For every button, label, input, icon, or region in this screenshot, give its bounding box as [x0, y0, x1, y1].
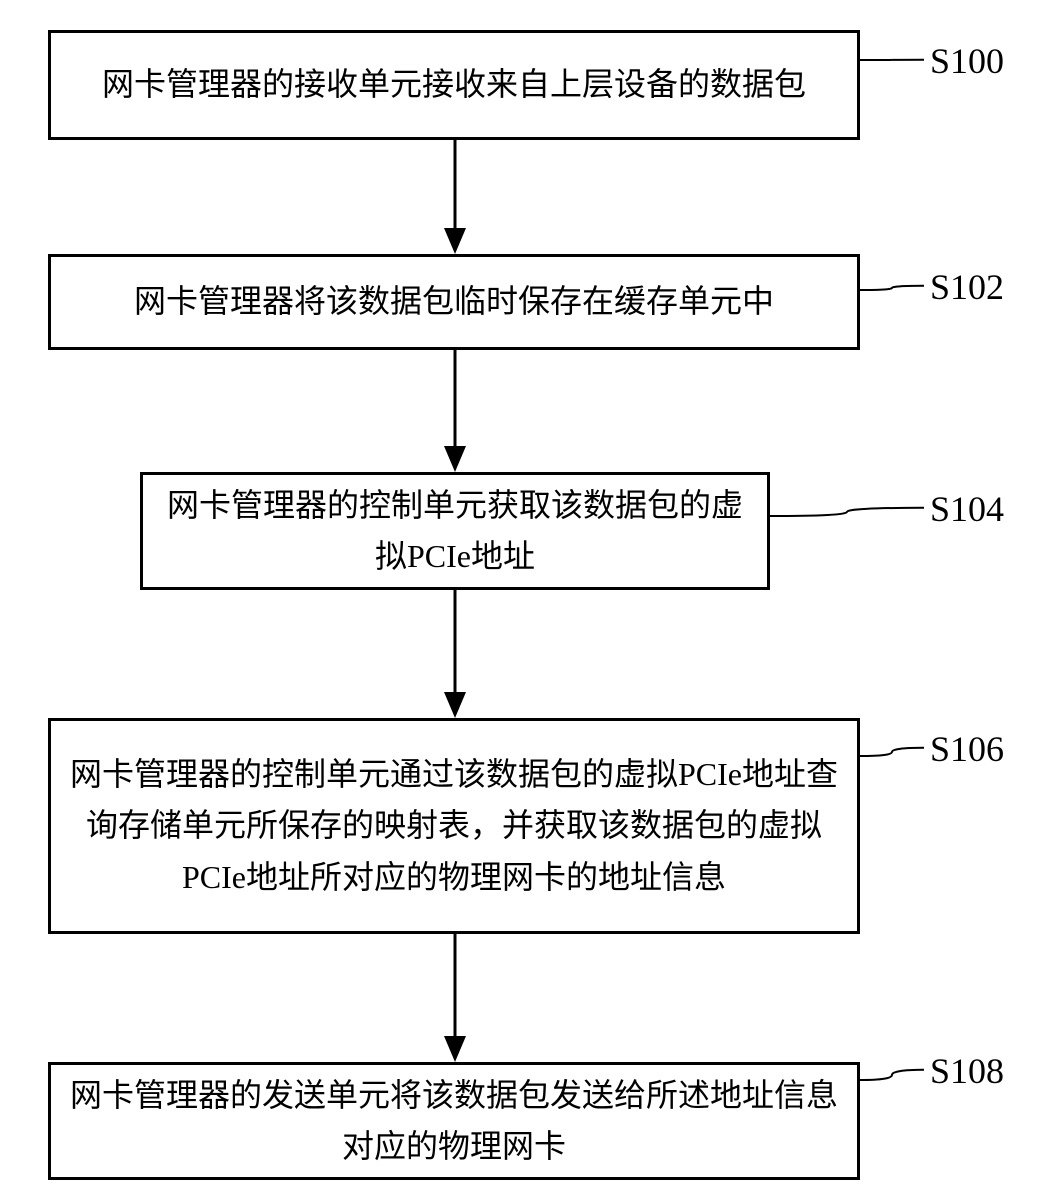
flow-arrows-svg [0, 0, 1064, 1203]
flow-box-s108: 网卡管理器的发送单元将该数据包发送给所述地址信息对应的物理网卡 [48, 1062, 860, 1180]
step-label-s102: S102 [930, 266, 1004, 308]
flow-box-s100: 网卡管理器的接收单元接收来自上层设备的数据包 [48, 30, 860, 140]
flow-box-text: 网卡管理器的接收单元接收来自上层设备的数据包 [102, 59, 806, 110]
flow-box-text: 网卡管理器的控制单元通过该数据包的虚拟PCIe地址查询存储单元所保存的映射表，并… [69, 749, 839, 903]
flow-box-text: 网卡管理器的控制单元获取该数据包的虚拟PCIe地址 [161, 480, 749, 582]
step-label-s100: S100 [930, 40, 1004, 82]
step-label-s108: S108 [930, 1050, 1004, 1092]
flow-box-text: 网卡管理器的发送单元将该数据包发送给所述地址信息对应的物理网卡 [69, 1070, 839, 1172]
flow-box-s106: 网卡管理器的控制单元通过该数据包的虚拟PCIe地址查询存储单元所保存的映射表，并… [48, 718, 860, 934]
flow-box-s102: 网卡管理器将该数据包临时保存在缓存单元中 [48, 254, 860, 350]
step-label-s106: S106 [930, 728, 1004, 770]
flow-box-s104: 网卡管理器的控制单元获取该数据包的虚拟PCIe地址 [140, 472, 770, 590]
step-label-s104: S104 [930, 488, 1004, 530]
flow-box-text: 网卡管理器将该数据包临时保存在缓存单元中 [134, 276, 774, 327]
